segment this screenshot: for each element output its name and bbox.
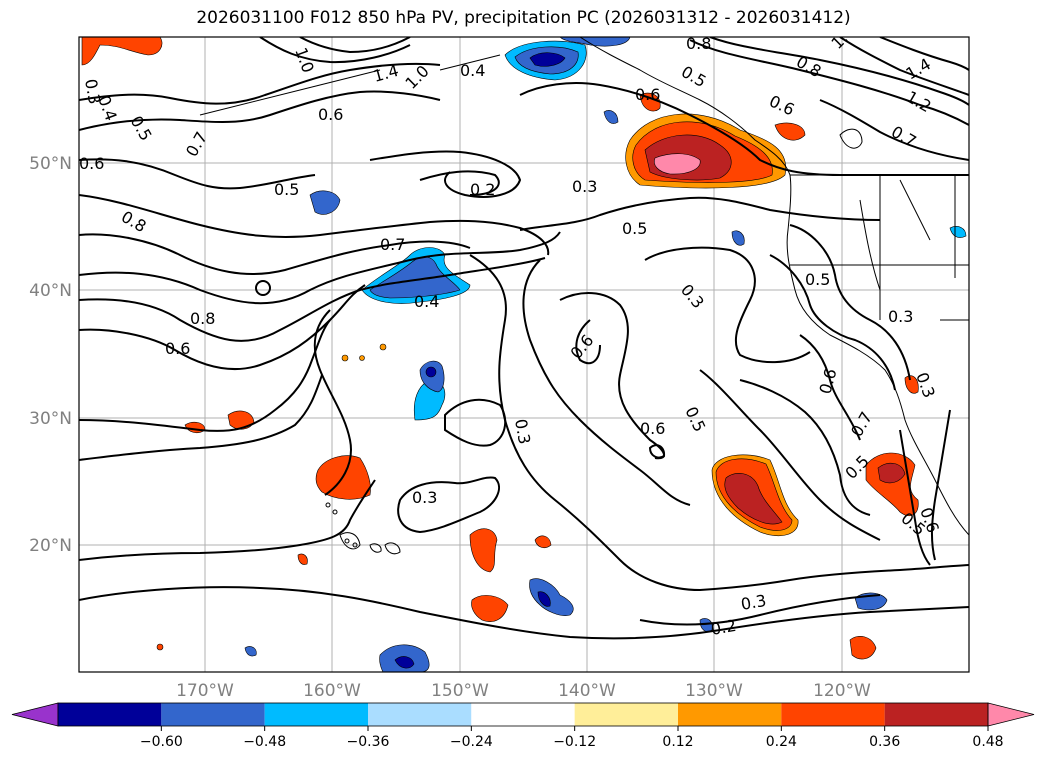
colorbar-tick-label: 0.36	[869, 734, 900, 750]
coastline	[199, 37, 969, 555]
lat-label: 20°N	[29, 536, 72, 556]
colorbar-cell	[264, 703, 368, 726]
contour-label: 0.5	[805, 270, 830, 289]
colorbar-tick-label: 0.24	[766, 734, 797, 750]
precip-positive	[81, 37, 919, 660]
contour-label: 0.4	[414, 292, 439, 311]
colorbar-cell	[471, 703, 575, 726]
contour-label: 0.6	[640, 419, 665, 438]
colorbar-cell	[781, 703, 885, 726]
contour-label: 0.3	[888, 307, 913, 326]
lon-label: 120°W	[813, 681, 871, 701]
colorbar-tick-label: 0.48	[972, 734, 1003, 750]
contour-label: 0.3	[739, 591, 767, 614]
colorbar-tick-label: −0.12	[553, 734, 596, 750]
contour-label: 0.5	[274, 180, 299, 199]
contour-label: 0.3	[511, 417, 534, 445]
lon-label: 140°W	[558, 681, 616, 701]
colorbar-cell	[884, 703, 988, 726]
map-frame	[78, 36, 970, 673]
contour-label: 0.2	[470, 180, 495, 199]
colorbar-cell	[678, 703, 782, 726]
lon-label: 150°W	[431, 681, 489, 701]
colorbar-tick-label: −0.36	[347, 734, 390, 750]
lat-axis: 50°N 40°N 30°N 20°N	[29, 154, 72, 556]
lon-label: 130°W	[685, 681, 743, 701]
contour-label: 0.6	[79, 154, 104, 173]
contour-label: 0.8	[686, 34, 711, 53]
lon-label: 160°W	[303, 681, 361, 701]
lat-label: 50°N	[29, 154, 72, 174]
colorbar-cell	[161, 703, 265, 726]
colorbar-extend-high	[987, 702, 1035, 727]
map-title: 2026031100 F012 850 hPa PV, precipitatio…	[196, 8, 851, 28]
map-area	[79, 37, 969, 672]
precip-negative	[244, 37, 967, 672]
lon-label: 170°W	[176, 681, 234, 701]
contour-label: 0.3	[572, 177, 597, 196]
contour-label: 0.4	[460, 61, 485, 80]
contour-label: 0.6	[635, 85, 660, 104]
contour-label: 0.6	[165, 339, 190, 358]
colorbar-tick-label: −0.24	[450, 734, 493, 750]
colorbar-cell	[58, 703, 162, 726]
colorbar-cell	[574, 703, 678, 726]
contour-label: 0.3	[412, 488, 437, 507]
pv-contours	[79, 37, 969, 640]
contour-label: 0.6	[318, 105, 343, 124]
colorbar-tick-label: −0.48	[243, 734, 286, 750]
contour-label: 0.2	[709, 616, 737, 639]
colorbar: −0.60 −0.48 −0.36 −0.24 −0.12 0.12 0.24 0.36 0.4…	[11, 702, 1035, 750]
colorbar-frame	[57, 702, 989, 727]
lat-label: 40°N	[29, 281, 72, 301]
colorbar-tick-label: 0.12	[662, 734, 693, 750]
contour-label: 0.3	[81, 77, 104, 105]
colorbar-cell	[368, 703, 472, 726]
contour-label: 0.7	[380, 235, 405, 254]
lat-label: 30°N	[29, 409, 72, 429]
contour-label: 0.5	[622, 219, 647, 238]
colorbar-tick-label: −0.60	[140, 734, 183, 750]
lon-axis: 170°W 160°W 150°W 140°W 130°W 120°W	[176, 681, 871, 701]
contour-label: 0.8	[190, 309, 215, 328]
colorbar-extend-low	[11, 702, 59, 727]
